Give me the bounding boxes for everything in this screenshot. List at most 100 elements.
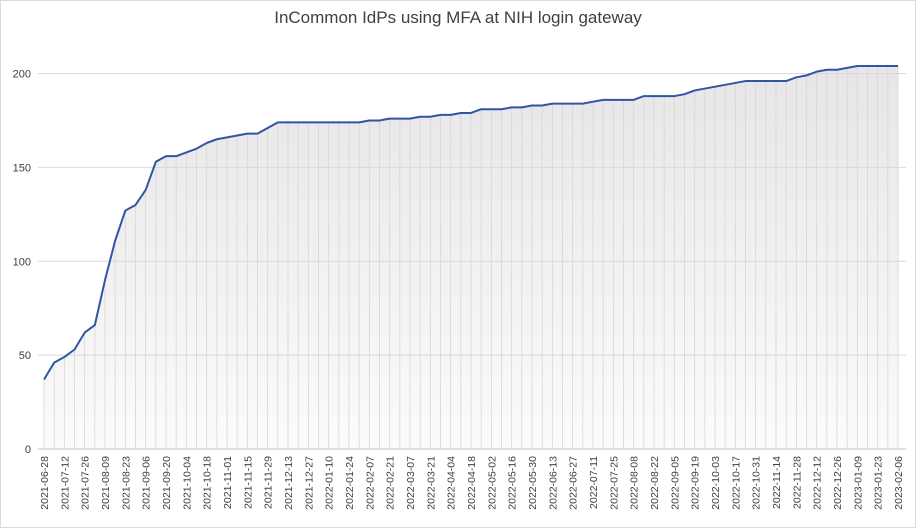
x-tick-label: 2022-03-07 <box>405 456 417 510</box>
x-tick-label: 2022-09-19 <box>690 456 702 510</box>
data-point <box>592 101 594 103</box>
data-point <box>388 117 390 119</box>
x-tick-label: 2022-10-31 <box>751 456 763 510</box>
x-tick-label: 2023-01-09 <box>852 456 864 510</box>
data-point <box>541 104 543 106</box>
data-point <box>673 95 675 97</box>
x-tick-label: 2021-10-04 <box>181 456 193 510</box>
x-tick-label: 2022-01-24 <box>344 456 356 510</box>
x-tick-label: 2021-11-29 <box>263 456 275 509</box>
x-tick-label: 2021-12-27 <box>303 456 315 510</box>
x-tick-label: 2021-12-13 <box>283 456 295 510</box>
data-point <box>63 356 65 358</box>
data-point <box>571 102 573 104</box>
data-point <box>429 116 431 118</box>
data-point <box>836 69 838 71</box>
data-point <box>744 80 746 82</box>
y-tick-label: 100 <box>13 256 31 268</box>
data-point <box>419 116 421 118</box>
x-tick-label: 2021-09-20 <box>161 456 173 510</box>
data-point <box>622 99 624 101</box>
data-point <box>216 138 218 140</box>
y-tick-label: 0 <box>25 444 31 456</box>
data-point <box>307 121 309 123</box>
x-tick-label: 2022-07-25 <box>608 456 620 510</box>
x-tick-label: 2021-10-18 <box>202 456 214 510</box>
x-tick-label: 2022-05-30 <box>527 456 539 510</box>
data-point <box>358 121 360 123</box>
data-point <box>104 279 106 281</box>
data-point <box>876 65 878 67</box>
chart-title: InCommon IdPs using MFA at NIH login gat… <box>274 8 642 27</box>
data-point <box>683 93 685 95</box>
data-point <box>734 82 736 84</box>
data-point <box>480 108 482 110</box>
x-tick-label: 2022-11-14 <box>771 456 783 509</box>
x-tick-label: 2021-06-28 <box>39 456 51 510</box>
data-point <box>226 136 228 138</box>
data-point <box>175 155 177 157</box>
x-tick-label: 2022-12-12 <box>812 456 824 510</box>
x-tick-label: 2022-04-04 <box>446 456 458 510</box>
x-tick-label: 2023-01-23 <box>873 456 885 510</box>
data-point <box>83 331 85 333</box>
data-point <box>94 324 96 326</box>
x-tick-label: 2021-09-06 <box>141 456 153 510</box>
data-point <box>846 67 848 69</box>
data-point <box>714 85 716 87</box>
data-point <box>155 161 157 163</box>
x-tick-label: 2022-02-07 <box>364 456 376 510</box>
data-point <box>327 121 329 123</box>
data-point <box>185 151 187 153</box>
data-point <box>490 108 492 110</box>
x-tick-label: 2022-11-28 <box>791 456 803 509</box>
data-point <box>297 121 299 123</box>
data-point <box>582 102 584 104</box>
data-point <box>460 112 462 114</box>
data-point <box>815 70 817 72</box>
data-point <box>663 95 665 97</box>
data-point <box>368 119 370 121</box>
x-tick-label: 2022-10-03 <box>710 456 722 510</box>
x-tick-label: 2022-08-22 <box>649 456 661 510</box>
x-tick-label: 2022-10-17 <box>730 456 742 510</box>
data-point <box>693 89 695 91</box>
x-tick-label: 2022-05-16 <box>507 456 519 510</box>
x-tick-label: 2022-06-13 <box>547 456 559 510</box>
data-point <box>897 65 899 67</box>
x-tick-label: 2023-02-06 <box>893 456 905 510</box>
data-point <box>134 204 136 206</box>
data-point <box>439 114 441 116</box>
data-point <box>317 121 319 123</box>
data-point <box>409 117 411 119</box>
data-point <box>561 102 563 104</box>
x-tick-label: 2021-08-23 <box>120 456 132 510</box>
data-point <box>124 209 126 211</box>
data-point <box>805 74 807 76</box>
data-point <box>338 121 340 123</box>
data-point <box>551 102 553 104</box>
data-point <box>266 127 268 129</box>
data-point <box>205 142 207 144</box>
data-point <box>287 121 289 123</box>
data-point <box>653 95 655 97</box>
data-point <box>632 99 634 101</box>
x-tick-label: 2022-09-05 <box>669 456 681 510</box>
x-tick-label: 2021-07-12 <box>59 456 71 510</box>
x-tick-label: 2021-11-01 <box>222 456 234 509</box>
data-point <box>165 155 167 157</box>
data-point <box>531 104 533 106</box>
data-point <box>470 112 472 114</box>
data-point <box>795 76 797 78</box>
x-tick-label: 2022-03-21 <box>425 456 437 510</box>
data-point <box>765 80 767 82</box>
data-point <box>754 80 756 82</box>
data-point <box>775 80 777 82</box>
data-point <box>378 119 380 121</box>
y-tick-label: 200 <box>13 69 31 81</box>
data-point <box>114 239 116 241</box>
y-tick-label: 150 <box>13 162 31 174</box>
data-point <box>53 361 55 363</box>
data-point <box>399 117 401 119</box>
